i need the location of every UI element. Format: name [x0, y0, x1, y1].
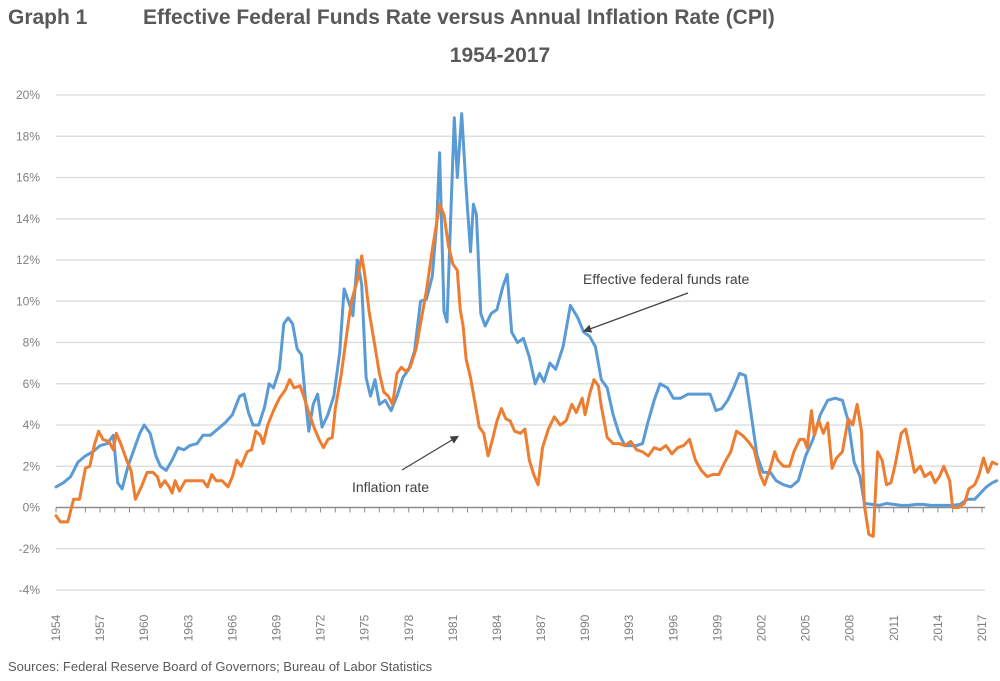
- y-tick-label: 18%: [16, 129, 40, 143]
- x-tick-label: 1960: [137, 614, 151, 641]
- annotation-fed-funds-label: Effective federal funds rate: [583, 271, 749, 287]
- x-tick-label: 1981: [446, 614, 460, 641]
- x-tick-label: 1984: [490, 614, 504, 641]
- x-tick-label: 1975: [358, 614, 372, 641]
- annotation-fed-funds-arrow: [582, 292, 689, 333]
- x-tick-label: 2014: [931, 614, 945, 641]
- y-tick-label: 6%: [23, 377, 41, 391]
- x-tick-label: 1987: [534, 614, 548, 641]
- x-tick-label: 1999: [710, 614, 724, 641]
- y-axis: -4% -2% 0% 2% 4% 6% 8% 10% 12% 14% 16% 18% 20%: [16, 88, 40, 597]
- x-tick-label: 1957: [93, 614, 107, 641]
- gridlines: [56, 94, 985, 591]
- x-tick-label: 2002: [755, 614, 769, 641]
- x-tick-label: 2017: [975, 614, 989, 641]
- y-tick-label: 10%: [16, 294, 40, 308]
- x-tick-label: 2005: [799, 614, 813, 641]
- y-tick-label: 2%: [23, 459, 41, 473]
- x-tick-label: 1954: [49, 614, 63, 641]
- x-tick-label: 1963: [181, 614, 195, 641]
- series-lines: [54, 112, 999, 538]
- y-tick-label: 20%: [16, 88, 40, 102]
- x-tick-label: 1969: [269, 614, 283, 641]
- y-tick-label: 0%: [23, 501, 41, 515]
- graph-number-label: Graph 1: [8, 6, 88, 29]
- annotation-inflation-label: Inflation rate: [352, 479, 429, 495]
- y-tick-label: -4%: [19, 583, 41, 597]
- inflation-rate-line: [54, 202, 999, 538]
- y-tick-label: 8%: [23, 336, 41, 350]
- x-tick-label: 1966: [225, 614, 239, 641]
- x-axis-labels: 1954 1957 1960 1963 1966 1969 1972 1975 1978 1981…: [49, 614, 989, 641]
- y-tick-label: -2%: [19, 542, 41, 556]
- x-tick-label: 1996: [666, 614, 680, 641]
- x-axis: [55, 506, 985, 513]
- chart-title: Effective Federal Funds Rate versus Annu…: [143, 6, 775, 29]
- x-tick-label: 1990: [578, 614, 592, 641]
- x-tick-label: 2008: [843, 614, 857, 641]
- x-tick-label: 1972: [314, 614, 328, 641]
- y-tick-label: 4%: [23, 418, 41, 432]
- effective-federal-funds-rate-line: [54, 112, 999, 507]
- annotations: Effective federal funds rate Inflation ra…: [352, 271, 749, 495]
- y-tick-label: 14%: [16, 212, 40, 226]
- y-tick-label: 16%: [16, 171, 40, 185]
- chart-subtitle: 1954-2017: [449, 44, 551, 67]
- x-tick-label: 1993: [622, 614, 636, 641]
- y-tick-label: 12%: [16, 253, 40, 267]
- annotation-inflation-arrow: [401, 435, 459, 471]
- x-tick-label: 1978: [402, 614, 416, 641]
- x-tick-label: 2011: [887, 615, 901, 641]
- source-note: Sources: Federal Reserve Board of Govern…: [8, 659, 433, 674]
